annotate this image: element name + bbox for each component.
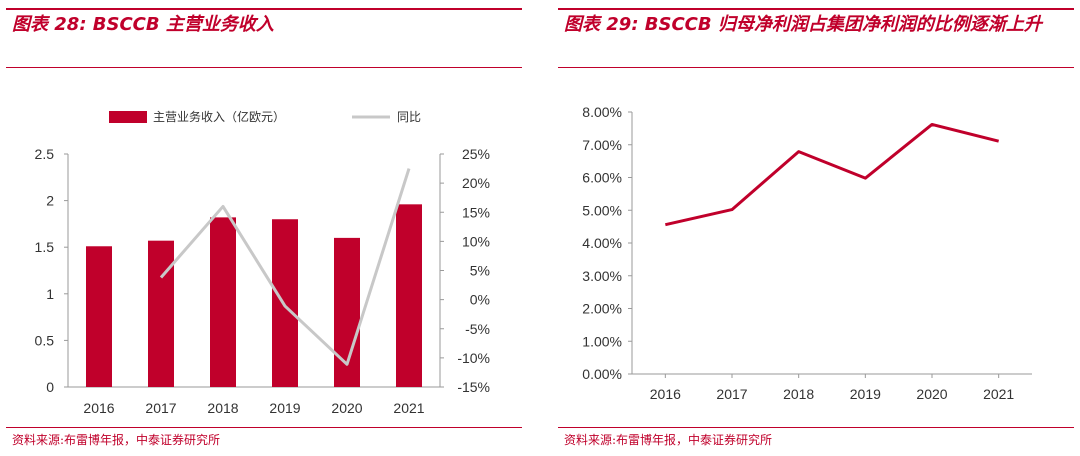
y-tick-label: 7.00% bbox=[582, 137, 622, 153]
y-tick-label: 3.00% bbox=[582, 268, 622, 284]
y-tick-label: 1.00% bbox=[582, 333, 622, 349]
revenue-bar bbox=[210, 217, 236, 387]
right-y-tick-label: 10% bbox=[462, 233, 490, 249]
right-y-tick-label: 25% bbox=[462, 146, 490, 162]
x-category-label: 2020 bbox=[916, 386, 947, 402]
revenue-bar bbox=[148, 240, 174, 387]
title-bottom-rule bbox=[6, 67, 522, 68]
source-top-rule bbox=[6, 427, 522, 428]
left-chart-title: 图表 28: BSCCB 主营业务收入 bbox=[12, 14, 274, 35]
x-category-label: 2017 bbox=[716, 386, 747, 402]
right-chart-title: 图表 29: BSCCB 归母净利润占集团净利润的比例逐渐上升 bbox=[564, 14, 1042, 35]
x-category-label: 2018 bbox=[207, 400, 238, 416]
x-category-label: 2017 bbox=[145, 400, 176, 416]
left-y-tick-label: 2 bbox=[46, 193, 54, 209]
right-source-note: 资料来源:布雷博年报，中泰证券研究所 bbox=[564, 433, 773, 447]
right-y-tick-label: 15% bbox=[462, 204, 490, 220]
right-y-tick-label: 0% bbox=[470, 292, 490, 308]
revenue-bar bbox=[86, 246, 112, 387]
left-source-note: 资料来源:布雷博年报，中泰证券研究所 bbox=[12, 433, 221, 447]
right-chart-svg: 0.00% 1.00% 2.00% 3.00% 4.00% 5.00% 6.00% 7.00%… bbox=[582, 104, 1032, 402]
revenue-bar bbox=[272, 219, 298, 387]
left-y-tick-label: 1.5 bbox=[35, 239, 55, 255]
left-chart-panel: 图表 28: BSCCB 主营业务收入 主营业务收入（亿欧元） 同比 0 0.5 1 1.… bbox=[0, 0, 528, 456]
y-tick-label: 5.00% bbox=[582, 202, 622, 218]
left-y-tick-label: 1 bbox=[46, 286, 54, 302]
x-category-label: 2020 bbox=[331, 400, 362, 416]
y-tick-label: 0.00% bbox=[582, 366, 622, 382]
x-category-label: 2016 bbox=[83, 400, 114, 416]
left-y-tick-label: 0 bbox=[46, 379, 54, 395]
right-y-tick-label: -10% bbox=[457, 350, 490, 366]
profit-share-line bbox=[665, 122, 1000, 227]
legend-bar-swatch bbox=[109, 111, 147, 123]
legend-bar-label: 主营业务收入（亿欧元） bbox=[153, 109, 285, 124]
right-y-tick-label: 20% bbox=[462, 175, 490, 191]
yoy-growth-line bbox=[159, 168, 411, 366]
title-bottom-rule bbox=[558, 67, 1074, 68]
x-category-label: 2021 bbox=[393, 400, 424, 416]
right-y-tick-label: 5% bbox=[470, 263, 490, 279]
x-category-label: 2016 bbox=[650, 386, 681, 402]
left-y-tick-label: 0.5 bbox=[35, 332, 55, 348]
right-chart-panel: 图表 29: BSCCB 归母净利润占集团净利润的比例逐渐上升 0.00% 1.0… bbox=[552, 0, 1080, 456]
y-tick-label: 4.00% bbox=[582, 235, 622, 251]
source-top-rule bbox=[558, 427, 1074, 428]
y-tick-label: 2.00% bbox=[582, 301, 622, 317]
right-y-tick-label: -5% bbox=[465, 321, 490, 337]
title-top-rule bbox=[558, 8, 1074, 10]
legend-line-label: 同比 bbox=[397, 110, 421, 124]
y-tick-label: 6.00% bbox=[582, 170, 622, 186]
revenue-bar bbox=[396, 204, 422, 387]
x-category-label: 2019 bbox=[850, 386, 881, 402]
x-category-label: 2021 bbox=[983, 386, 1014, 402]
x-category-label: 2018 bbox=[783, 386, 814, 402]
x-category-label: 2019 bbox=[269, 400, 300, 416]
left-chart-svg: 主营业务收入（亿欧元） 同比 0 0.5 1 1.5 2 2.5 -15% -10% -5% 0% 5%… bbox=[35, 109, 490, 416]
right-y-tick-label: -15% bbox=[457, 379, 490, 395]
left-y-tick-label: 2.5 bbox=[35, 146, 55, 162]
title-top-rule bbox=[6, 8, 522, 10]
y-tick-label: 8.00% bbox=[582, 104, 622, 120]
